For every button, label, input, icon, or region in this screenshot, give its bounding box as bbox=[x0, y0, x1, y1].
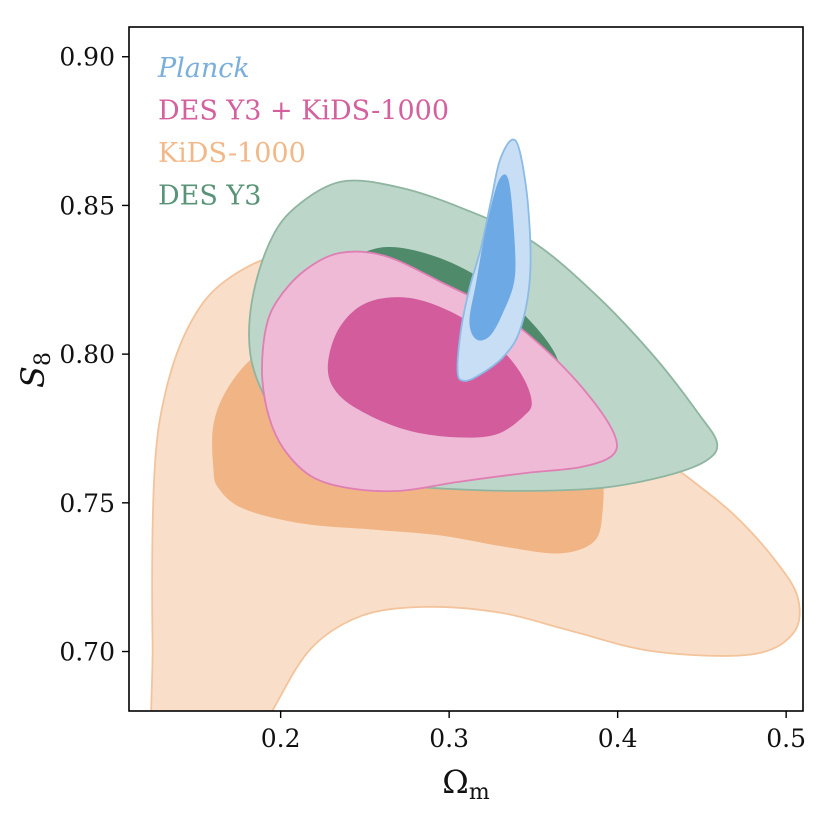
legend-entry: Planck bbox=[157, 53, 250, 84]
x-axis-title: Ωm bbox=[442, 763, 490, 805]
contour-planck-inner bbox=[469, 174, 516, 341]
x-tick-label: 0.3 bbox=[429, 724, 469, 753]
legend-entry: DES Y3 + KiDS-1000 bbox=[158, 96, 449, 127]
y-tick-label: 0.90 bbox=[59, 43, 115, 72]
axis-ticks: 0.2 0.3 0.4 0.5 0.70 0.75 0.80 0.85 0.90 bbox=[59, 43, 806, 753]
legend: Planck DES Y3 + KiDS-1000 KiDS-1000 DES Y3 bbox=[157, 53, 449, 212]
y-tick-label: 0.80 bbox=[59, 340, 115, 369]
x-tick-label: 0.2 bbox=[261, 724, 301, 753]
x-tick-label: 0.5 bbox=[766, 724, 806, 753]
legend-entry: DES Y3 bbox=[158, 181, 261, 212]
x-tick-label: 0.4 bbox=[598, 724, 638, 753]
plot-frame bbox=[128, 26, 804, 712]
y-axis-title: S8 bbox=[14, 352, 56, 388]
contour-layer bbox=[150, 138, 801, 711]
legend-entry: KiDS-1000 bbox=[158, 138, 306, 169]
y-tick-label: 0.70 bbox=[59, 638, 115, 667]
y-tick-label: 0.85 bbox=[59, 191, 115, 220]
y-tick-label: 0.75 bbox=[59, 489, 115, 518]
